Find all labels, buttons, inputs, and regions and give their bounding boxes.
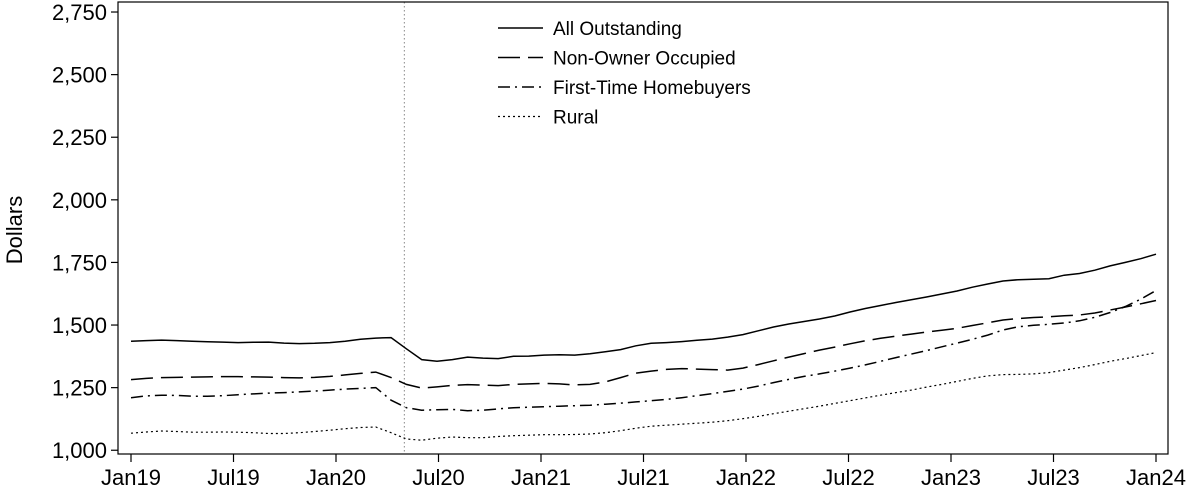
x-tick-label: Jan21: [511, 465, 571, 490]
y-axis-title: Dollars: [2, 196, 27, 264]
x-tick-label: Jul21: [617, 465, 670, 490]
series-line: [130, 299, 1157, 389]
x-tick-label: Jan22: [716, 465, 776, 490]
y-tick-label: 2,000: [52, 188, 107, 213]
y-tick-label: 2,250: [52, 125, 107, 150]
x-tick-label: Jan23: [921, 465, 981, 490]
series-line: [130, 289, 1157, 412]
x-tick-label: Jul22: [822, 465, 875, 490]
legend-label: First-Time Homebuyers: [553, 78, 751, 99]
x-tick-label: Jul23: [1027, 465, 1080, 490]
x-tick-label: Jul20: [412, 465, 465, 490]
y-tick-label: 2,500: [52, 63, 107, 88]
series-line: [130, 253, 1157, 363]
y-tick-label: 1,500: [52, 313, 107, 338]
legend-label: Rural: [553, 108, 598, 129]
x-tick-label: Jan19: [101, 465, 161, 490]
y-tick-label: 1,750: [52, 250, 107, 275]
legend-label: Non-Owner Occupied: [553, 49, 736, 70]
x-tick-label: Jan24: [1126, 465, 1186, 490]
x-tick-label: Jul19: [207, 465, 260, 490]
series-line: [130, 352, 1157, 441]
plot-frame: [117, 1, 1169, 455]
y-tick-label: 2,750: [52, 0, 107, 25]
y-tick-label: 1,250: [52, 376, 107, 401]
legend: All Outstanding Non-Owner Occupied First-T…: [498, 19, 751, 129]
legend-label: All Outstanding: [553, 19, 682, 40]
x-tick-label: Jan20: [306, 465, 366, 490]
y-tick-label: 1,000: [52, 438, 107, 463]
